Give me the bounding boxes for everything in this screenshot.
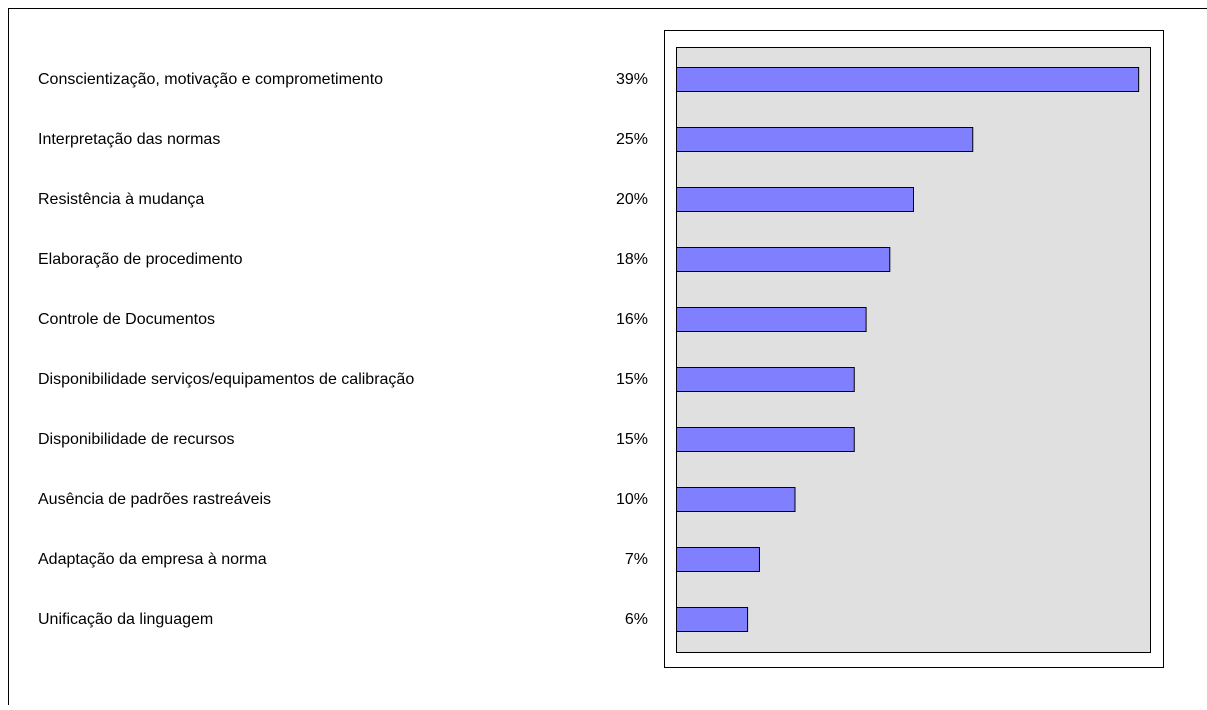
category-label: Disponibilidade de recursos: [38, 431, 235, 448]
category-label: Ausência de padrões rastreáveis: [38, 491, 271, 508]
value-label: 16%: [616, 311, 648, 328]
bar: [677, 608, 748, 632]
bar: [677, 308, 867, 332]
category-label: Adaptação da empresa à norma: [38, 551, 267, 568]
value-label: 25%: [616, 131, 648, 148]
value-label: 39%: [616, 71, 648, 88]
category-label: Disponibilidade serviços/equipamentos de…: [38, 371, 414, 388]
bar: [677, 248, 890, 272]
category-label: Unificação da linguagem: [38, 611, 213, 628]
value-label: 20%: [616, 191, 648, 208]
bar: [677, 128, 973, 152]
bar: [677, 368, 855, 392]
value-label: 18%: [616, 251, 648, 268]
category-label: Resistência à mudança: [38, 191, 204, 208]
bar: [677, 68, 1139, 92]
bar: [677, 488, 796, 512]
category-label: Interpretação das normas: [38, 131, 220, 148]
value-label: 7%: [625, 551, 648, 568]
category-label: Elaboração de procedimento: [38, 251, 243, 268]
value-label: 15%: [616, 431, 648, 448]
value-label: 6%: [625, 611, 648, 628]
value-label: 15%: [616, 371, 648, 388]
bar: [677, 188, 914, 212]
bar: [677, 548, 760, 572]
bar: [677, 428, 855, 452]
category-label: Conscientização, motivação e comprometim…: [38, 71, 383, 88]
category-label: Controle de Documentos: [38, 311, 215, 328]
value-label: 10%: [616, 491, 648, 508]
